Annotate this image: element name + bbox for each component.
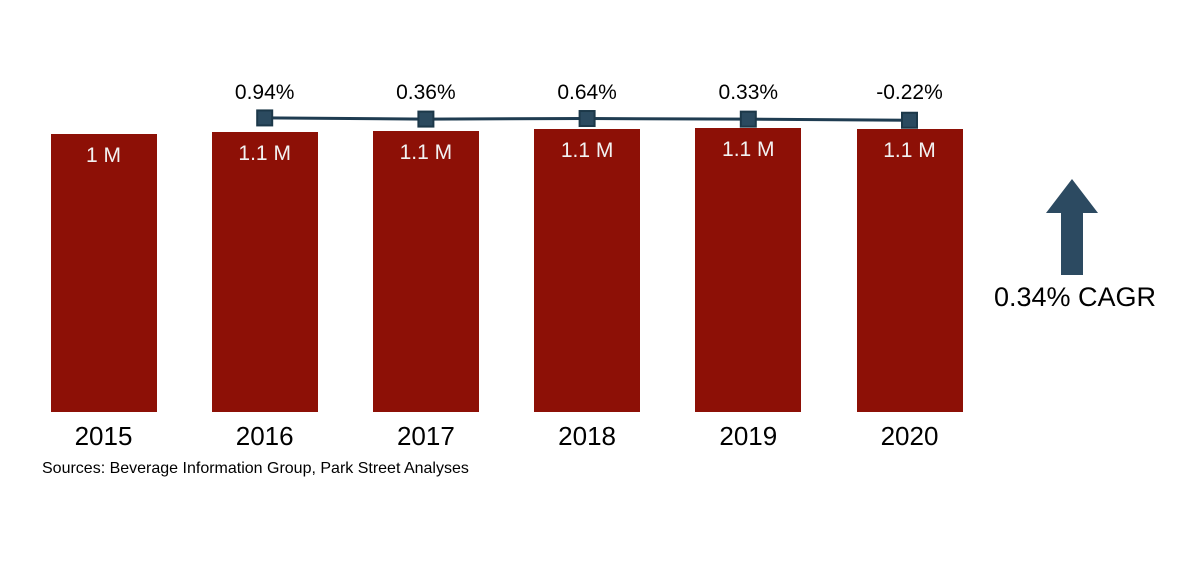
growth-point-label-2018: 0.64% — [557, 81, 617, 104]
bar-value-label-2017: 1.1 M — [399, 140, 453, 164]
growth-marker — [739, 110, 757, 128]
source-note: Sources: Beverage Information Group, Par… — [42, 460, 469, 477]
growth-marker — [901, 111, 918, 129]
year-label-2017: 2017 — [396, 421, 455, 451]
year-label-2016: 2016 — [235, 421, 294, 451]
growth-point-label-2016: 0.94% — [234, 81, 295, 104]
year-label-2019: 2019 — [719, 421, 778, 451]
bar-value-label-2016: 1.1 M — [238, 141, 291, 165]
growth-point-label-2019: 0.33% — [718, 81, 779, 104]
bar-2016 — [211, 131, 318, 412]
bar-2017 — [372, 130, 479, 412]
cagr-up-arrow-icon — [1046, 179, 1098, 275]
bar-value-label-2018: 1.1 M — [560, 139, 614, 163]
bar-2018 — [534, 129, 641, 412]
year-label-2018: 2018 — [558, 421, 617, 451]
bar-value-label-2019: 1.1 M — [722, 138, 775, 161]
growth-marker — [578, 110, 596, 128]
bar-2019 — [695, 128, 802, 412]
year-label-2015: 2015 — [74, 421, 133, 451]
bar-value-label-2020: 1.1 M — [883, 138, 936, 162]
growth-marker — [256, 109, 274, 127]
growth-marker — [417, 110, 435, 128]
growth-point-label-2020: -0.22% — [876, 81, 943, 104]
growth-point-label-2017: 0.36% — [396, 81, 456, 104]
bar-2015 — [50, 134, 157, 412]
bar-2020 — [856, 128, 963, 412]
bar-value-label-2015: 1 M — [85, 144, 121, 168]
year-label-2020: 2020 — [880, 421, 939, 451]
cagr-label: 0.34% CAGR — [993, 282, 1157, 312]
